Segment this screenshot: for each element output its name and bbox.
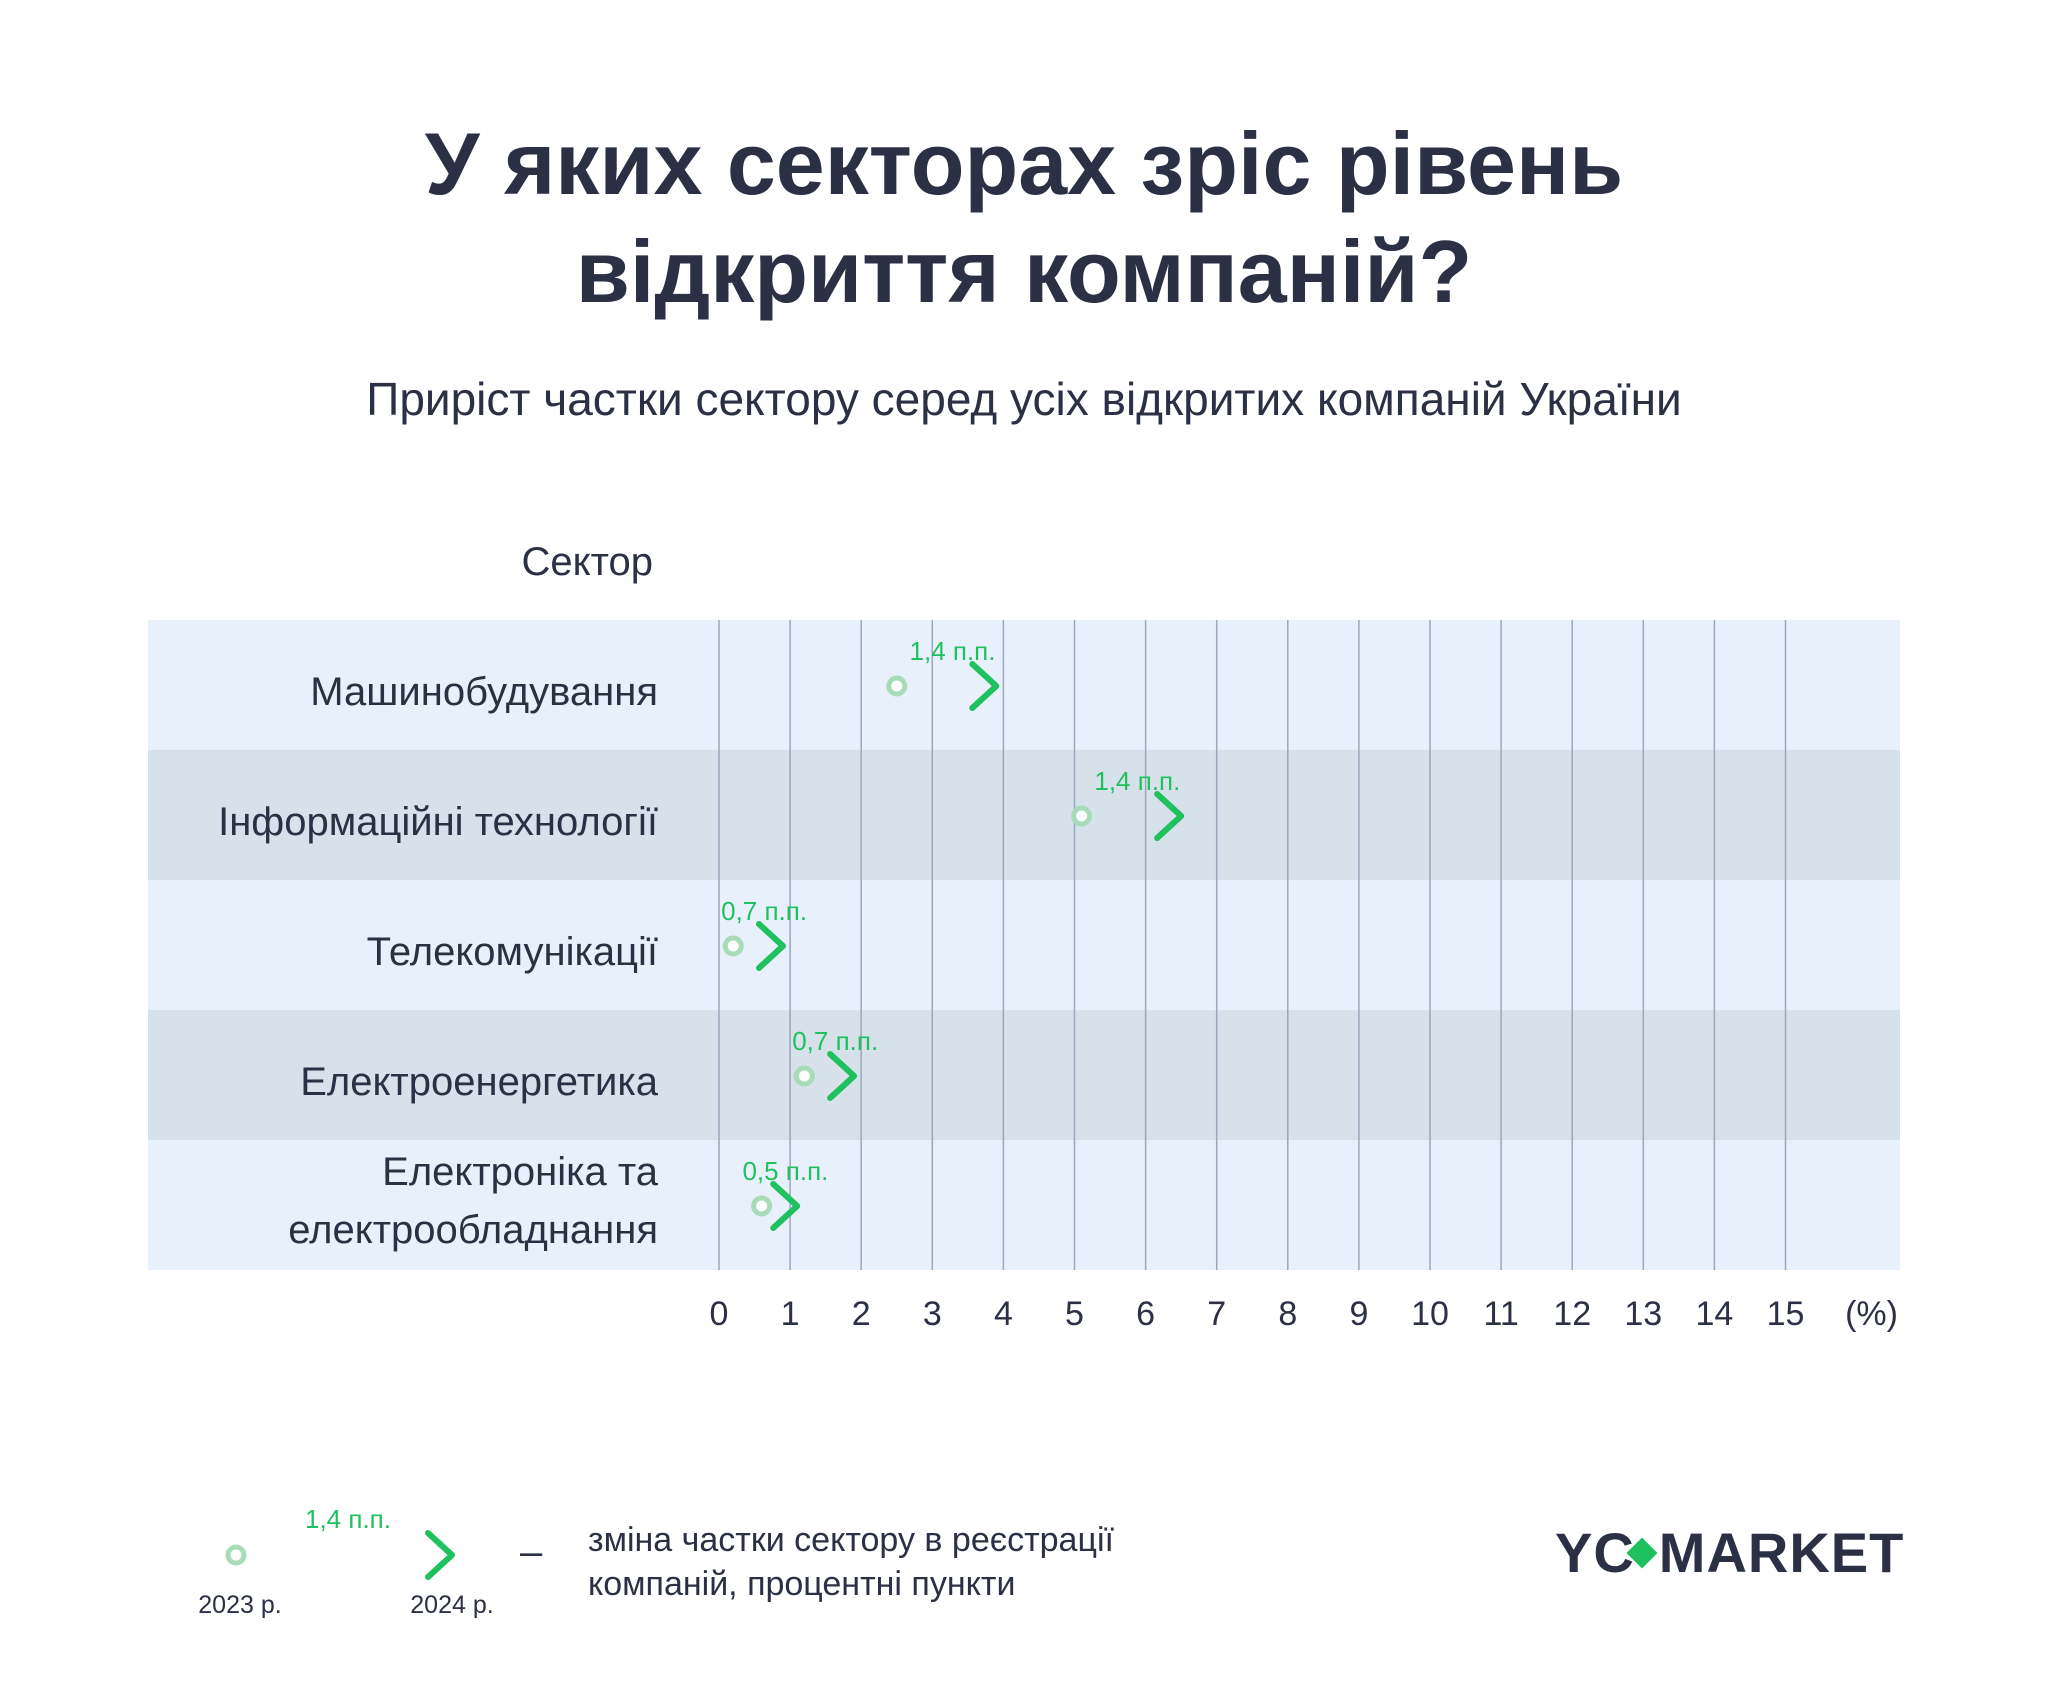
change-arrow-head [827,1051,858,1101]
row-background [148,1010,1900,1140]
category-label-line: електрообладнання [288,1208,658,1252]
legend-end-year: 2024 р. [410,1591,493,1619]
legend-description: зміна частки сектору в реєстрації компан… [588,1518,1288,1606]
x-tick-label: 0 [710,1295,729,1333]
x-tick-label: 12 [1553,1295,1591,1333]
change-arrow-start-point [751,1195,773,1217]
x-tick-label: 13 [1624,1295,1662,1333]
category-label: Електроенергетика [300,1060,659,1104]
legend-arrow-head [425,1530,455,1580]
category-label-line: Електроніка та [382,1150,659,1194]
x-tick-label: 1 [781,1295,800,1333]
change-data-label: 0,7 п.п. [792,1026,878,1056]
x-tick-label: 8 [1278,1295,1297,1333]
category-label: Телекомунікації [367,930,658,974]
change-arrow-head [1154,791,1185,841]
title-line-2: відкриття компаній? [575,222,1473,321]
row-background [148,750,1900,880]
x-tick-label: 14 [1695,1295,1733,1333]
x-tick-label: 6 [1136,1295,1155,1333]
change-data-label: 1,4 п.п. [910,636,996,666]
x-tick-label: 2 [852,1295,871,1333]
logo-text-left: YC [1555,1521,1635,1584]
x-tick-label: 3 [923,1295,942,1333]
title-line-1: У яких секторах зріс рівень [424,114,1624,213]
yc-market-logo: YC MARKET [1555,1520,1904,1585]
change-arrow-start-point [886,675,908,697]
legend-dash: – [520,1530,543,1574]
category-label: Інформаційні технології [218,800,658,844]
x-tick-label: 4 [994,1295,1013,1333]
legend-arrow-start-point [225,1544,247,1566]
change-data-label: 1,4 п.п. [1094,766,1180,796]
legend-change-label: 1,4 п.п. [305,1504,391,1534]
x-tick-label: 7 [1207,1295,1226,1333]
category-label: Машинобудування [310,670,658,714]
category-label: Електроніка та електрообладнання [288,1150,658,1252]
row-background [148,620,1900,750]
sector-column-header: Сектор [521,540,653,584]
x-tick-label: 11 [1483,1295,1518,1333]
change-arrow-head [770,1181,801,1231]
page-title: У яких секторах зріс рівень відкриття ко… [0,110,2048,326]
x-tick-label: 15 [1767,1295,1805,1333]
legend-description-line-1: зміна частки сектору в реєстрації [588,1521,1114,1559]
change-data-label: 0,5 п.п. [742,1156,828,1186]
chart-subtitle: Приріст частки сектору серед усіх відкри… [366,373,1682,425]
x-unit-label: (%) [1845,1295,1898,1333]
change-data-label: 0,7 п.п. [721,896,807,926]
change-arrow-start-point [1071,805,1093,827]
row-background [148,880,1900,1010]
legend-description-line-2: компаній, процентні пункти [588,1565,1016,1603]
change-arrow-start-point [722,935,744,957]
x-tick-label: 10 [1411,1295,1449,1333]
change-arrow-start-point [793,1065,815,1087]
row-background [148,1140,1900,1270]
x-tick-label: 9 [1349,1295,1368,1333]
logo-text-right: MARKET [1658,1521,1905,1584]
change-arrow-head [755,921,786,971]
legend-start-year: 2023 р. [198,1591,281,1619]
change-arrow-head [969,661,1000,711]
x-tick-label: 5 [1065,1295,1084,1333]
